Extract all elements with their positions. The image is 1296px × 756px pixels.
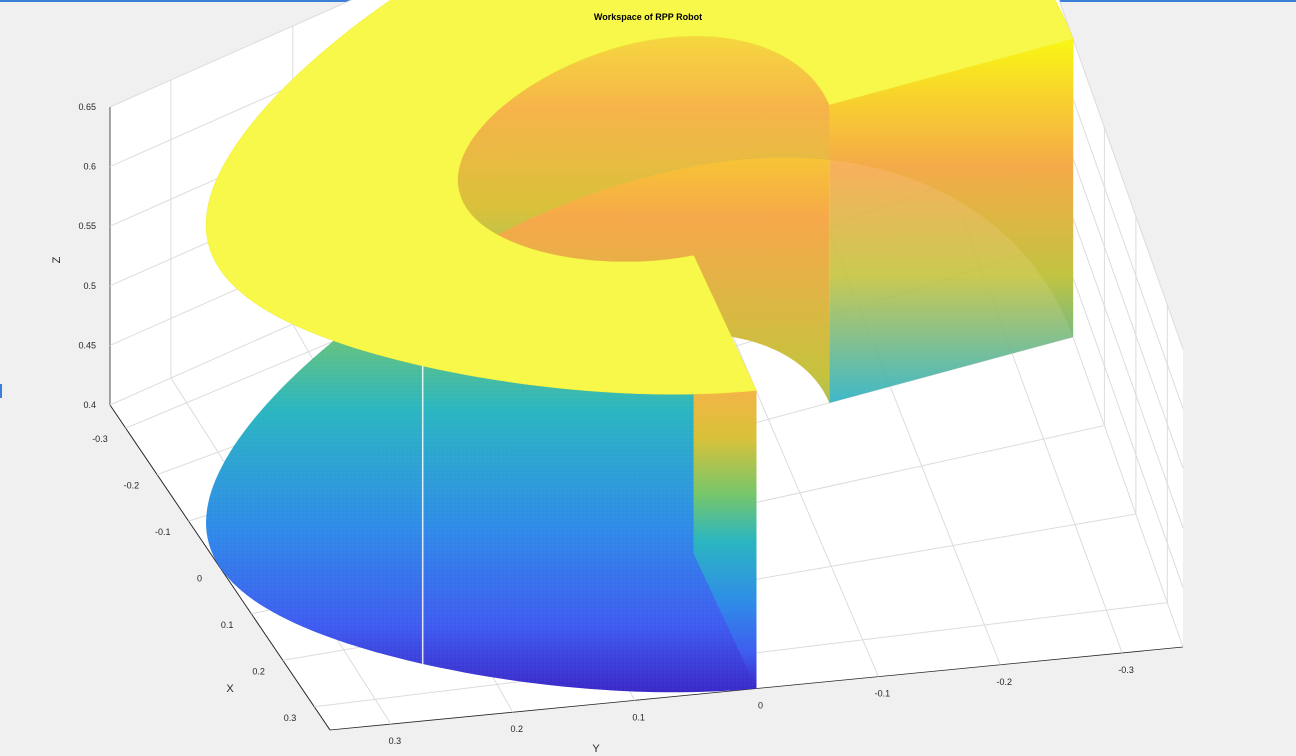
x-tick-label: 0.2 (252, 666, 265, 676)
workspace-surface (205, 0, 1074, 693)
z-tick-label: 0.55 (78, 221, 96, 231)
side-handle[interactable] (0, 384, 2, 398)
z-tick-label: 0.45 (78, 340, 96, 350)
z-tick-label: 0.4 (83, 400, 96, 410)
y-tick-label: 0.2 (511, 724, 524, 734)
x-axis-label: X (226, 683, 234, 695)
x-tick-label: 0.3 (284, 713, 297, 723)
grid-line-z-0 (109, 0, 1184, 350)
y-tick-label: -0.2 (996, 677, 1012, 687)
z-tick-label: 0.65 (78, 102, 96, 112)
x-tick-label: -0.2 (124, 481, 140, 491)
y-tick-label: 0.1 (632, 712, 645, 722)
y-tick-label: 0.3 (389, 736, 402, 746)
x-tick-label: 0 (197, 574, 202, 584)
x-tick-label: -0.1 (155, 527, 171, 537)
end-cap-end (829, 39, 1073, 403)
x-tick-label: -0.3 (92, 434, 108, 444)
z-tick-label: 0.5 (83, 281, 96, 291)
y-tick-label: 0 (758, 701, 763, 711)
y-axis-label: Y (592, 743, 600, 755)
z-axis-label: Z (51, 256, 63, 263)
z-tick-label: 0.6 (83, 162, 96, 172)
tick-labels: 0.3 0.2 0.1 0 -0.1 -0.2 -0.3 0.3 0.2 0.1 0 -0.1 -0.2… (78, 102, 1133, 746)
y-tick-label: -0.3 (1118, 665, 1134, 675)
chart-title: Workspace of RPP Robot (594, 12, 702, 22)
x-tick-label: 0.1 (221, 620, 234, 630)
y-tick-label: -0.1 (875, 689, 891, 699)
